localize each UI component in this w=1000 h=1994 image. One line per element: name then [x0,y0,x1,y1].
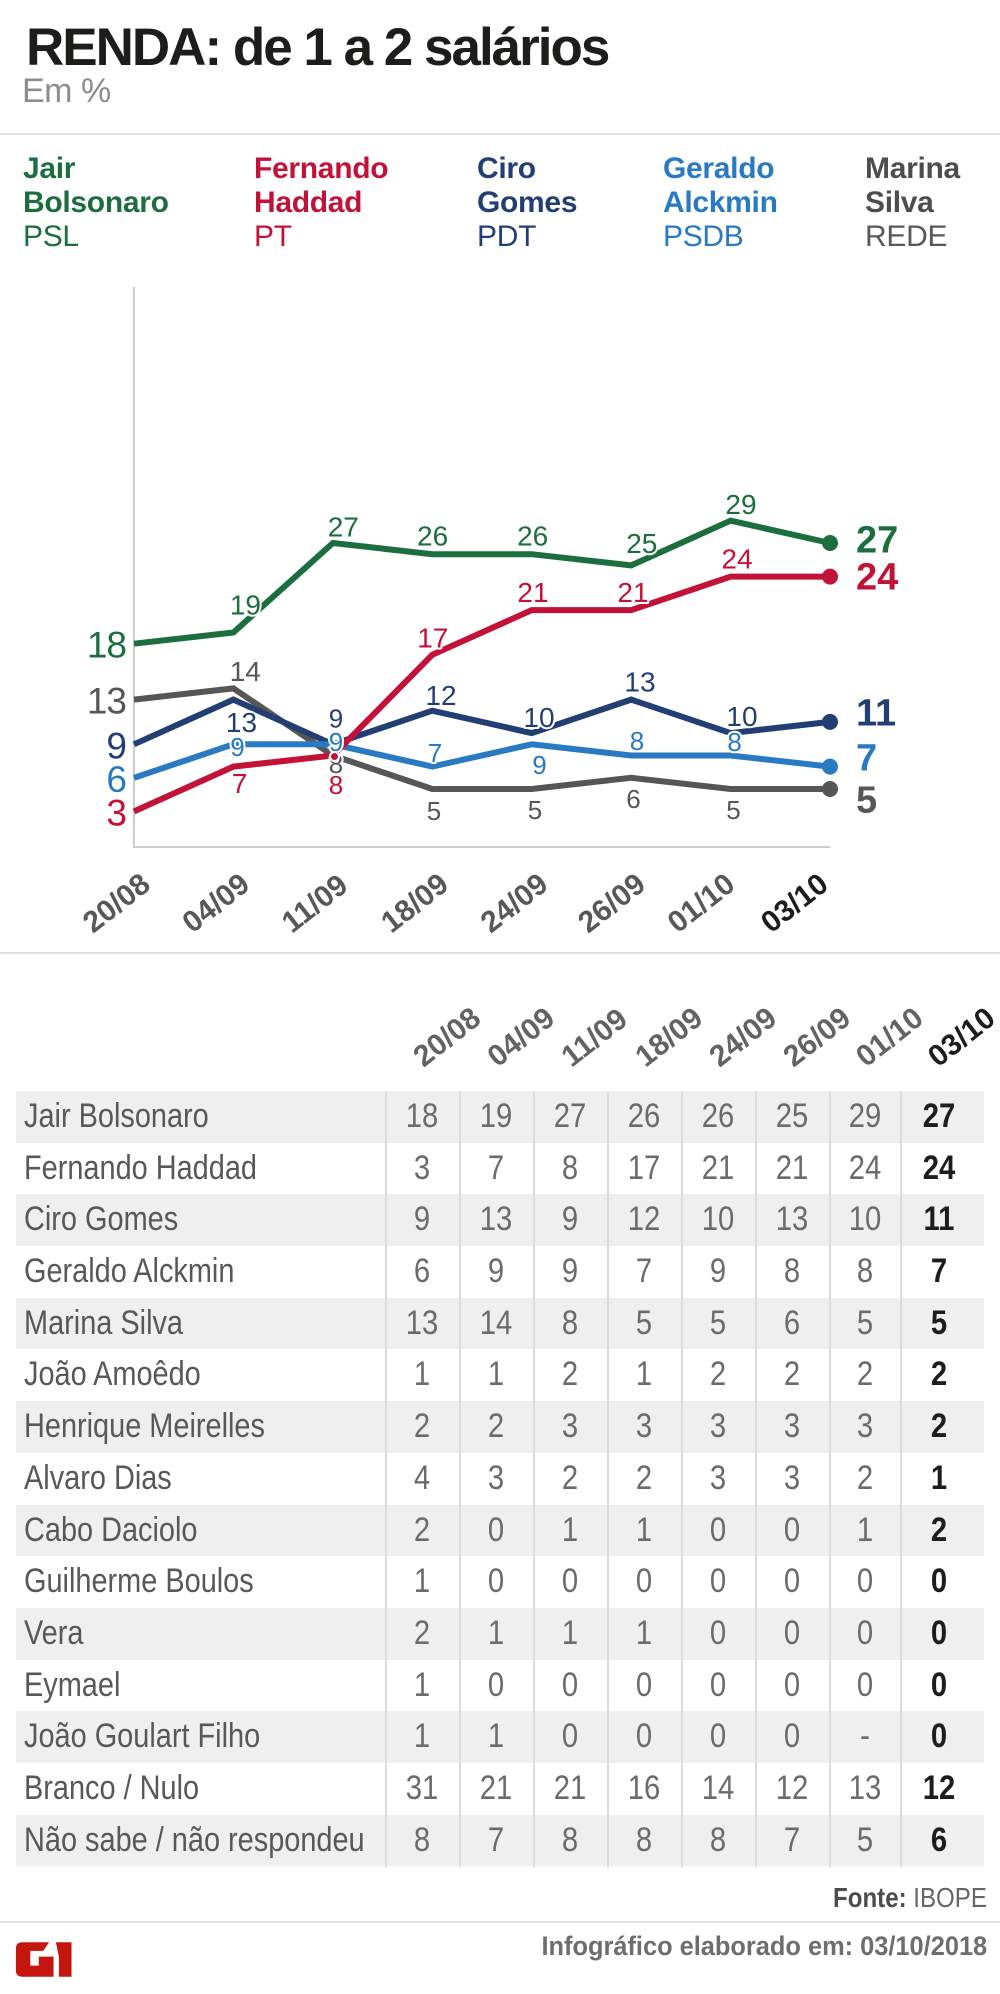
svg-text:18/09: 18/09 [375,867,454,939]
svg-text:29: 29 [725,489,756,520]
svg-text:26/09: 26/09 [572,867,651,939]
svg-text:27: 27 [328,512,359,543]
svg-text:10: 10 [726,701,757,732]
svg-text:7: 7 [428,738,442,768]
svg-text:9: 9 [106,725,126,766]
svg-text:3: 3 [106,792,126,833]
svg-text:24/09: 24/09 [475,867,554,939]
svg-text:9: 9 [329,704,343,734]
svg-text:5: 5 [726,795,740,825]
svg-text:17: 17 [417,622,448,653]
svg-text:7: 7 [856,738,877,780]
svg-text:13: 13 [87,681,126,722]
svg-text:18/09: 18/09 [629,1001,708,1073]
svg-text:13: 13 [624,667,655,698]
svg-text:24: 24 [856,557,898,599]
svg-text:19: 19 [230,590,261,621]
svg-text:10: 10 [523,702,554,733]
svg-text:25: 25 [626,528,657,559]
svg-text:24: 24 [721,544,752,575]
svg-text:24/09: 24/09 [703,1001,782,1073]
svg-text:8: 8 [329,770,343,800]
svg-text:5: 5 [726,795,740,825]
svg-text:10: 10 [726,701,757,732]
svg-text:21: 21 [517,577,548,608]
svg-text:8: 8 [630,726,644,756]
svg-text:5: 5 [528,795,542,825]
svg-text:25: 25 [626,528,657,559]
svg-text:20/08: 20/08 [77,867,156,939]
svg-text:26: 26 [517,521,548,552]
svg-text:20/08: 20/08 [407,1001,486,1073]
svg-text:01/10: 01/10 [662,867,741,939]
svg-text:26: 26 [517,521,548,552]
svg-text:9: 9 [532,750,546,780]
svg-text:21: 21 [617,577,648,608]
svg-text:11: 11 [856,693,896,735]
svg-text:7: 7 [428,738,442,768]
svg-text:04/09: 04/09 [481,1001,560,1073]
svg-text:5: 5 [528,795,542,825]
svg-text:03/10: 03/10 [922,1001,1000,1073]
svg-text:13: 13 [226,707,257,738]
svg-text:9: 9 [329,727,343,757]
svg-text:03/10: 03/10 [755,867,834,939]
svg-text:21: 21 [617,577,648,608]
svg-text:14: 14 [230,656,261,687]
svg-text:13: 13 [226,707,257,738]
svg-text:11/09: 11/09 [555,1002,633,1073]
svg-text:9: 9 [230,732,244,762]
svg-text:5: 5 [427,796,441,826]
svg-text:26: 26 [417,521,448,552]
svg-text:27: 27 [856,520,898,562]
svg-text:24: 24 [721,544,752,575]
svg-text:27: 27 [328,512,359,543]
svg-text:01/10: 01/10 [850,1001,929,1073]
svg-text:6: 6 [626,784,640,814]
svg-text:7: 7 [232,768,248,799]
svg-text:19: 19 [230,590,261,621]
svg-text:8: 8 [727,727,741,757]
svg-text:21: 21 [517,577,548,608]
svg-text:17: 17 [417,622,448,653]
svg-text:26/09: 26/09 [777,1001,856,1073]
svg-text:8: 8 [329,770,343,800]
svg-text:13: 13 [624,667,655,698]
svg-text:5: 5 [856,780,877,822]
svg-text:14: 14 [230,656,261,687]
svg-text:29: 29 [725,489,756,520]
svg-text:11/09: 11/09 [276,868,354,939]
svg-text:18: 18 [87,625,126,666]
svg-text:6: 6 [106,759,126,800]
svg-text:8: 8 [630,726,644,756]
svg-text:7: 7 [232,768,248,799]
svg-text:12: 12 [425,680,456,711]
svg-text:04/09: 04/09 [176,867,255,939]
svg-text:8: 8 [727,727,741,757]
svg-text:10: 10 [523,702,554,733]
svg-text:9: 9 [329,704,343,734]
svg-text:9: 9 [329,727,343,757]
svg-text:12: 12 [425,680,456,711]
svg-text:5: 5 [427,796,441,826]
svg-text:9: 9 [230,732,244,762]
svg-text:9: 9 [532,750,546,780]
svg-text:26: 26 [417,521,448,552]
svg-text:6: 6 [626,784,640,814]
